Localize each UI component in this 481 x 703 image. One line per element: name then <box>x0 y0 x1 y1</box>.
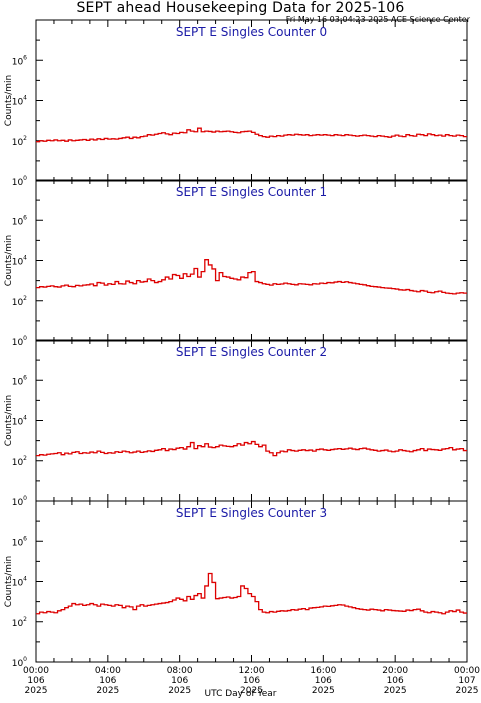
panel-title: SEPT E Singles Counter 2 <box>176 345 327 359</box>
y-tick-label: 102 <box>12 616 27 629</box>
plot-frame <box>35 179 468 342</box>
panel-title: SEPT E Singles Counter 1 <box>176 185 327 199</box>
x-tick-label: 2025 <box>384 686 407 696</box>
panel-title: SEPT E Singles Counter 0 <box>176 25 327 39</box>
y-tick-label: 104 <box>12 95 27 108</box>
y-axis-label: Counts/min <box>4 395 14 446</box>
x-tick-label: 106 <box>387 676 404 686</box>
series-line <box>36 572 467 615</box>
chart-panel-1: 100 102 104 106 Counts/min SEPT E Singles Cou… <box>4 179 468 348</box>
y-tick-label: 102 <box>12 455 27 468</box>
plot-frame <box>35 500 468 663</box>
x-tick-label: 106 <box>315 676 332 686</box>
plot-frame <box>35 339 468 502</box>
y-axis-label: Counts/min <box>4 235 14 286</box>
y-axis-label: Counts/min <box>4 556 14 607</box>
x-tick-label: 2025 <box>456 686 479 696</box>
x-tick-label: 2025 <box>240 686 263 696</box>
y-tick-label: 104 <box>12 576 27 589</box>
x-tick-label: 2025 <box>25 686 48 696</box>
y-tick-label: 106 <box>12 214 27 227</box>
x-tick-label: 2025 <box>168 686 191 696</box>
chart-panel-2: 100 102 104 106 Counts/min SEPT E Singles Cou… <box>4 339 468 508</box>
x-tick-label: 106 <box>27 676 44 686</box>
y-tick-label: 106 <box>12 374 27 387</box>
x-tick-label: 106 <box>243 676 260 686</box>
series-line <box>36 440 467 457</box>
y-tick-label: 100 <box>12 175 27 188</box>
x-tick-label: 04:00 <box>95 666 121 676</box>
y-tick-label: 104 <box>12 255 27 268</box>
x-tick-label: 00:00 <box>23 666 49 676</box>
x-tick-label: 16:00 <box>310 666 336 676</box>
y-tick-label: 106 <box>12 54 27 67</box>
page-title: SEPT ahead Housekeeping Data for 2025-10… <box>76 0 405 16</box>
y-tick-label: 102 <box>12 135 27 148</box>
y-tick-label: 100 <box>12 495 27 508</box>
y-tick-label: 100 <box>12 335 27 348</box>
x-tick-label: 106 <box>171 676 188 686</box>
series-line <box>36 259 467 295</box>
x-tick-label: 106 <box>99 676 116 686</box>
plot-frame <box>35 19 468 182</box>
x-tick-label: 2025 <box>96 686 119 696</box>
x-tick-label: 2025 <box>312 686 335 696</box>
y-tick-label: 106 <box>12 535 27 548</box>
y-axis-label: Counts/min <box>4 75 14 126</box>
x-tick-label: 08:00 <box>167 666 193 676</box>
y-tick-label: 104 <box>12 415 27 428</box>
y-tick-label: 102 <box>12 295 27 308</box>
x-axis-label: UTC Day of Year <box>204 689 277 699</box>
series-line <box>36 127 467 143</box>
x-tick-label: 12:00 <box>239 666 265 676</box>
chart-panel-0: 100 102 104 106 Counts/min SEPT E Singles Cou… <box>4 19 468 188</box>
x-tick-label: 20:00 <box>382 666 408 676</box>
panel-title: SEPT E Singles Counter 3 <box>176 506 327 520</box>
x-tick-label: 00:00 <box>454 666 480 676</box>
x-tick-label: 107 <box>458 676 475 686</box>
